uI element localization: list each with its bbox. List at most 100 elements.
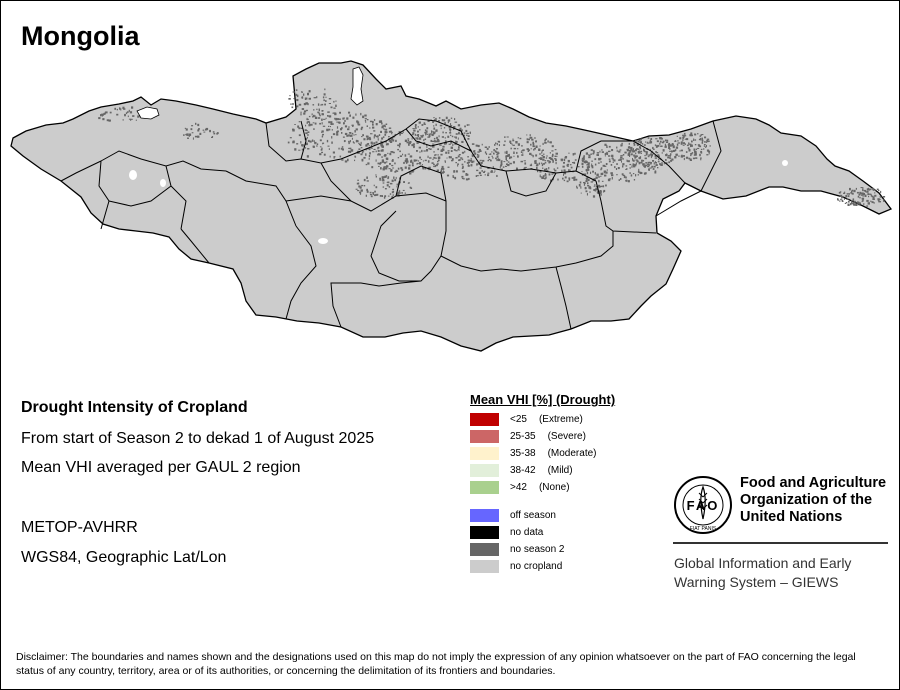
cropland-pixel xyxy=(288,98,291,100)
cropland-pixel xyxy=(505,151,508,154)
legend-range: >42 xyxy=(510,481,527,493)
cropland-pixel xyxy=(618,150,621,153)
cropland-pixel xyxy=(538,157,541,160)
cropland-pixel xyxy=(693,148,696,151)
cropland-pixel xyxy=(522,152,524,154)
cropland-pixel xyxy=(440,149,443,152)
cropland-pixel xyxy=(841,196,844,199)
cropland-pixel xyxy=(657,155,660,158)
legend-class: (None) xyxy=(538,481,570,493)
cropland-pixel xyxy=(434,154,436,156)
cropland-pixel xyxy=(851,193,853,195)
cropland-pixel xyxy=(599,192,602,194)
cropland-pixel xyxy=(404,166,407,169)
cropland-pixel xyxy=(423,139,425,142)
cropland-pixel xyxy=(455,162,457,164)
cropland-pixel xyxy=(600,172,603,176)
cropland-pixel xyxy=(603,165,607,167)
cropland-pixel xyxy=(640,172,643,174)
cropland-pixel xyxy=(343,117,345,120)
cropland-pixel xyxy=(647,163,649,165)
cropland-pixel xyxy=(545,138,547,141)
cropland-pixel xyxy=(423,150,426,152)
cropland-pixel xyxy=(551,173,554,175)
district-boundary xyxy=(108,185,172,207)
cropland-pixel xyxy=(630,148,633,151)
cropland-pixel xyxy=(396,170,399,172)
cropland-pixel xyxy=(661,142,664,144)
cropland-pixel xyxy=(393,176,395,179)
cropland-pixel xyxy=(684,132,686,136)
lake-orog xyxy=(318,238,328,244)
cropland-pixel xyxy=(384,141,387,143)
cropland-pixel xyxy=(684,143,686,145)
cropland-pixel xyxy=(703,145,705,147)
cropland-pixel xyxy=(652,168,655,170)
cropland-pixel xyxy=(419,151,421,153)
district-boundary xyxy=(395,165,447,202)
cropland-pixel xyxy=(578,184,581,187)
cropland-pixel xyxy=(448,151,450,154)
cropland-pixel xyxy=(361,184,364,187)
cropland-pixel xyxy=(303,112,306,115)
cropland-pixel xyxy=(461,140,464,143)
cropland-pixel xyxy=(357,151,360,154)
cropland-pixel xyxy=(466,124,469,126)
legend-row-off-season: off season xyxy=(470,508,556,522)
cropland-pixel xyxy=(869,200,872,202)
cropland-pixel xyxy=(404,139,407,142)
cropland-pixel xyxy=(399,133,401,136)
cropland-pixel xyxy=(410,141,412,143)
cropland-pixel xyxy=(399,150,401,153)
cropland-pixel xyxy=(300,111,302,114)
cropland-pixel xyxy=(449,130,451,132)
cropland-pixel xyxy=(853,203,856,206)
cropland-pixel xyxy=(442,145,445,148)
cropland-pixel xyxy=(392,139,395,142)
cropland-pixel xyxy=(516,167,518,170)
legend-row-no-season-2: no season 2 xyxy=(470,542,565,556)
cropland-pixel xyxy=(649,161,651,164)
cropland-pixel xyxy=(506,163,508,165)
cropland-pixel xyxy=(555,161,557,165)
cropland-pixel xyxy=(437,139,440,143)
cropland-pixel xyxy=(290,103,292,105)
cropland-pixel xyxy=(668,161,671,164)
cropland-pixel xyxy=(400,133,403,134)
cropland-pixel xyxy=(566,165,569,167)
cropland-pixel xyxy=(542,156,545,158)
cropland-pixel xyxy=(306,155,309,158)
cropland-pixel xyxy=(639,171,642,175)
cropland-pixel xyxy=(632,165,636,168)
cropland-pixel xyxy=(496,142,498,146)
cropland-pixel xyxy=(685,156,689,159)
cropland-pixel xyxy=(510,147,512,150)
cropland-pixel xyxy=(298,103,302,106)
cropland-pixel xyxy=(304,97,306,100)
cropland-pixel xyxy=(498,158,501,162)
cropland-pixel xyxy=(404,154,407,157)
fao-divider xyxy=(673,542,888,544)
lake-khyargas xyxy=(129,170,137,180)
cropland-pixel xyxy=(370,195,373,198)
cropland-pixel xyxy=(867,193,870,196)
cropland-pixel xyxy=(591,166,594,169)
cropland-pixel xyxy=(384,195,387,198)
cropland-pixel xyxy=(355,134,357,136)
cropland-pixel xyxy=(373,134,376,137)
legend-row-moderate: 35-38 (Moderate) xyxy=(470,446,596,460)
cropland-pixel xyxy=(516,151,518,154)
cropland-pixel xyxy=(600,167,603,170)
cropland-pixel xyxy=(395,139,397,142)
cropland-pixel xyxy=(380,140,382,142)
cropland-pixel xyxy=(476,169,479,172)
cropland-pixel xyxy=(588,186,591,189)
cropland-pixel xyxy=(694,144,697,146)
cropland-pixel xyxy=(324,88,326,91)
cropland-pixel xyxy=(349,140,351,143)
cropland-pixel xyxy=(877,199,880,201)
cropland-pixel xyxy=(385,123,388,125)
cropland-pixel xyxy=(620,156,623,159)
cropland-pixel xyxy=(593,178,596,181)
cropland-pixel xyxy=(655,162,657,164)
